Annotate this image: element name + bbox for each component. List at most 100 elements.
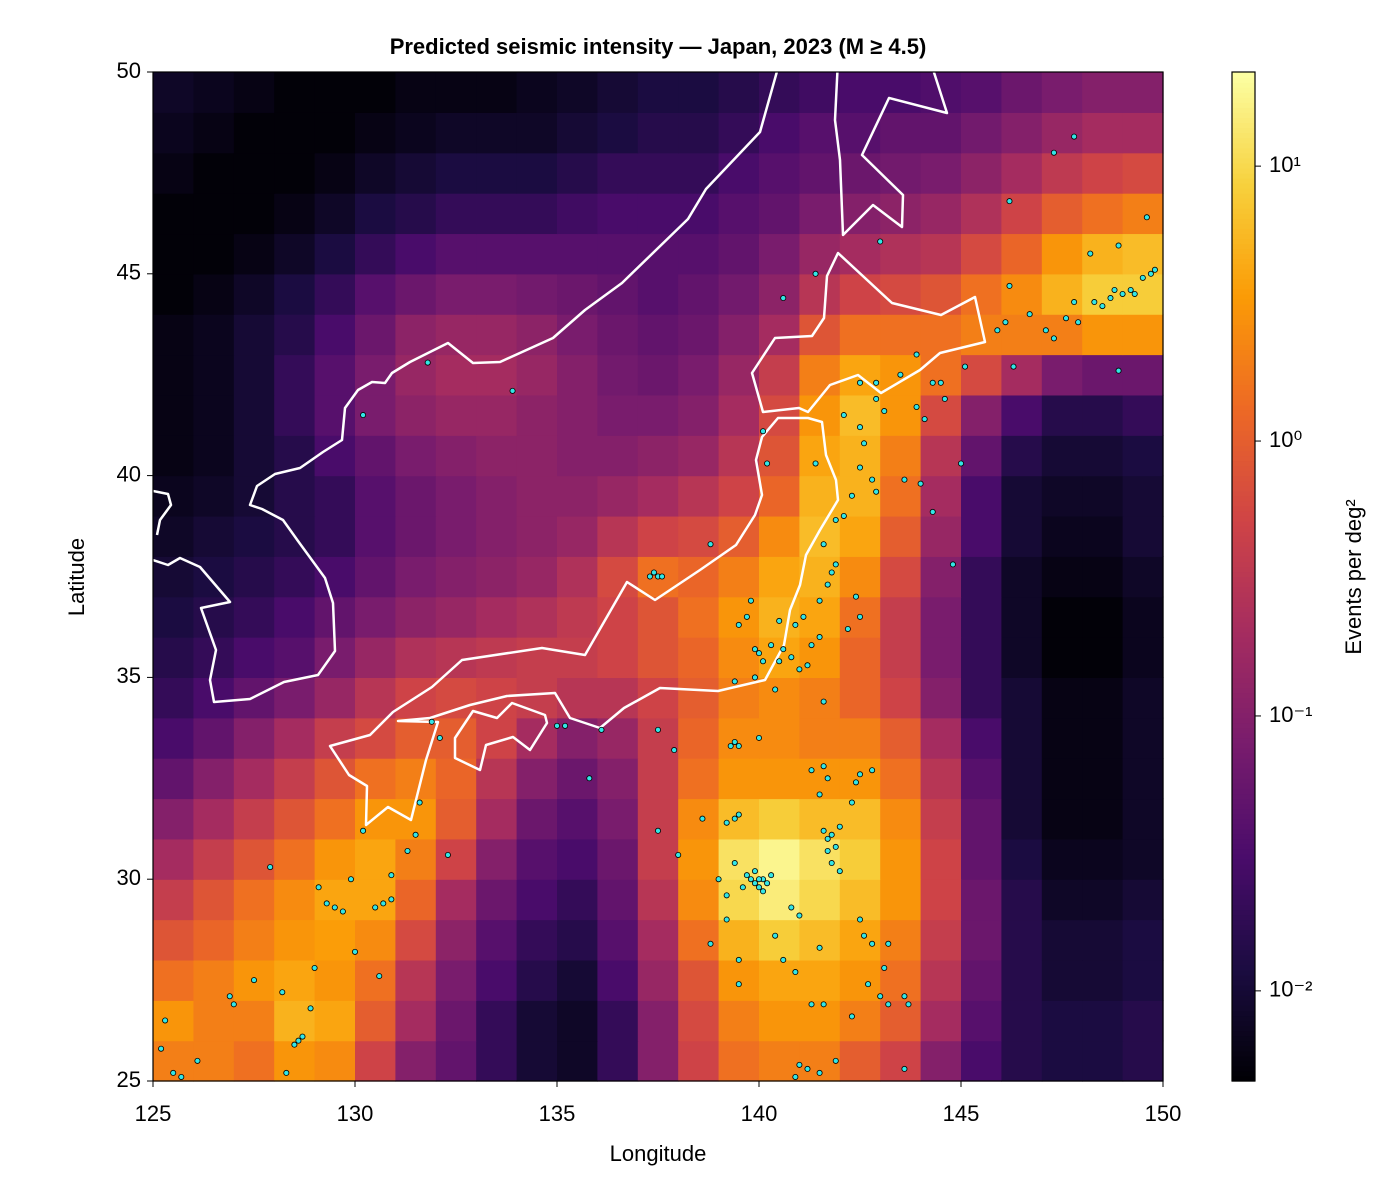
heatmap-cell bbox=[1122, 1040, 1164, 1082]
heatmap-cell bbox=[718, 919, 760, 961]
heatmap-cell bbox=[799, 515, 841, 557]
heatmap-cell bbox=[193, 515, 235, 557]
heatmap-cell bbox=[637, 838, 679, 880]
heatmap-cell bbox=[193, 435, 235, 477]
colorbar-gradient bbox=[1232, 430, 1255, 436]
colorbar-gradient bbox=[1232, 404, 1255, 411]
coastline bbox=[833, 72, 949, 237]
heatmap-cell bbox=[1041, 1040, 1083, 1082]
heatmap-cell bbox=[678, 475, 720, 517]
x-tick-label: 135 bbox=[539, 1101, 576, 1126]
event-point bbox=[170, 1069, 177, 1076]
heatmap-cell bbox=[1001, 1040, 1043, 1082]
event-point bbox=[760, 658, 767, 665]
heatmap-cell bbox=[880, 758, 922, 800]
heatmap-cell bbox=[597, 515, 639, 557]
heatmap-cell bbox=[880, 717, 922, 759]
colorbar-gradient bbox=[1232, 172, 1255, 179]
event-point bbox=[376, 973, 383, 980]
heatmap-cell bbox=[1001, 515, 1043, 557]
heatmap-cell bbox=[718, 1000, 760, 1042]
heatmap-cell bbox=[678, 758, 720, 800]
colorbar-gradient bbox=[1232, 919, 1255, 926]
heatmap-cell bbox=[799, 677, 841, 719]
colorbar-gradient bbox=[1232, 672, 1255, 678]
heatmap-cell bbox=[920, 677, 962, 719]
heatmap-cell bbox=[193, 314, 235, 356]
heatmap-cell bbox=[557, 1040, 598, 1082]
heatmap-cell bbox=[637, 959, 679, 1001]
heatmap-cell bbox=[153, 758, 194, 800]
heatmap-cell bbox=[476, 72, 518, 113]
colorbar-gradient bbox=[1232, 616, 1255, 623]
event-point bbox=[295, 1037, 302, 1044]
heatmap-cell bbox=[314, 233, 356, 275]
heatmap-cell bbox=[597, 758, 639, 800]
heatmap-cell bbox=[516, 273, 558, 315]
colorbar-gradient bbox=[1232, 763, 1255, 769]
heatmap-cell bbox=[516, 758, 558, 800]
event-point bbox=[804, 662, 811, 669]
heatmap-cell bbox=[1041, 112, 1083, 154]
heatmap-cell bbox=[920, 354, 962, 396]
heatmap-cell bbox=[839, 193, 881, 235]
heatmap-cell bbox=[759, 677, 800, 719]
event-point bbox=[1107, 295, 1114, 302]
colorbar-gradient bbox=[1232, 576, 1255, 583]
event-point bbox=[735, 956, 742, 963]
heatmap-cell bbox=[597, 556, 639, 598]
heatmap-cell bbox=[355, 637, 396, 678]
heatmap-cell bbox=[637, 1000, 679, 1042]
colorbar-gradient bbox=[1232, 717, 1255, 724]
heatmap-cell bbox=[395, 1000, 437, 1042]
event-point bbox=[1006, 282, 1013, 289]
colorbar-gradient bbox=[1232, 853, 1255, 860]
colorbar-gradient bbox=[1232, 818, 1255, 825]
heatmap-cell bbox=[435, 596, 477, 638]
heatmap-cell bbox=[920, 475, 962, 517]
heatmap-cell bbox=[233, 314, 275, 356]
event-point bbox=[792, 1073, 799, 1080]
heatmap-cell bbox=[718, 152, 760, 194]
colorbar-gradient bbox=[1232, 399, 1255, 406]
colorbar-gradient bbox=[1232, 566, 1255, 573]
event-point bbox=[780, 646, 787, 653]
heatmap-cell bbox=[153, 193, 194, 235]
heatmap-cell bbox=[1122, 959, 1164, 1001]
colorbar-gradient bbox=[1232, 283, 1255, 290]
event-point bbox=[857, 613, 864, 620]
event-point bbox=[857, 464, 864, 471]
event-point bbox=[428, 718, 435, 725]
heatmap-cell bbox=[880, 475, 922, 517]
colorbar-gradient bbox=[1232, 475, 1255, 482]
event-point bbox=[816, 597, 823, 604]
heatmap-cell bbox=[678, 152, 720, 194]
colorbar-gradient bbox=[1232, 288, 1255, 295]
event-point bbox=[1099, 303, 1106, 310]
heatmap-cell bbox=[193, 193, 235, 235]
heatmap-cell bbox=[678, 596, 720, 638]
heatmap-cell bbox=[233, 879, 275, 921]
heatmap-cell bbox=[476, 475, 518, 517]
colorbar-gradient bbox=[1232, 521, 1255, 527]
heatmap-cell bbox=[355, 152, 396, 194]
heatmap-cell bbox=[880, 637, 922, 678]
colorbar-gradient bbox=[1232, 748, 1255, 754]
heatmap-cell bbox=[435, 556, 477, 598]
event-point bbox=[707, 940, 714, 947]
heatmap-cell bbox=[920, 959, 962, 1001]
heatmap-cell bbox=[193, 475, 235, 517]
event-point bbox=[751, 880, 758, 887]
event-point bbox=[873, 488, 880, 495]
heatmap-cell bbox=[678, 354, 720, 396]
heatmap-cell bbox=[355, 758, 396, 800]
heatmap-cell bbox=[880, 314, 922, 356]
event-point bbox=[816, 944, 823, 951]
event-point bbox=[828, 831, 835, 838]
heatmap-cell bbox=[799, 475, 841, 517]
heatmap-cell bbox=[233, 1040, 275, 1082]
event-point bbox=[598, 726, 605, 733]
event-point bbox=[812, 270, 819, 277]
event-point bbox=[820, 1001, 827, 1008]
